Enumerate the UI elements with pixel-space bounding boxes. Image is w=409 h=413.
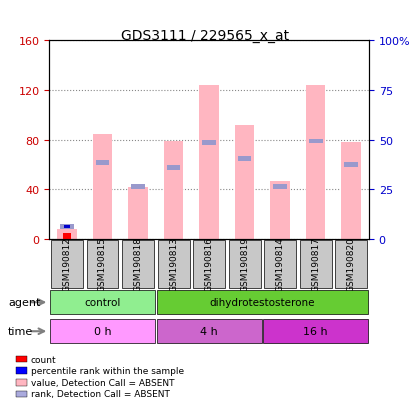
Text: GSM190813: GSM190813 [169, 237, 178, 292]
FancyBboxPatch shape [50, 319, 155, 344]
Bar [305, 86, 325, 240]
Bar [92, 134, 112, 240]
Text: 0 h: 0 h [94, 326, 111, 337]
Text: value, Detection Call = ABSENT: value, Detection Call = ABSENT [31, 378, 174, 387]
Text: GSM190815: GSM190815 [98, 237, 107, 292]
Bar [341, 143, 360, 240]
Text: dihydrotestosterone: dihydrotestosterone [209, 297, 315, 308]
FancyBboxPatch shape [50, 290, 155, 315]
Bar [128, 188, 148, 240]
Text: GSM190820: GSM190820 [346, 237, 355, 292]
FancyBboxPatch shape [51, 240, 83, 288]
FancyBboxPatch shape [263, 240, 295, 288]
Text: agent: agent [8, 297, 40, 307]
Text: 16 h: 16 h [303, 326, 327, 337]
FancyBboxPatch shape [263, 319, 367, 344]
FancyBboxPatch shape [193, 240, 225, 288]
Bar [237, 157, 251, 161]
FancyBboxPatch shape [156, 319, 261, 344]
FancyBboxPatch shape [335, 240, 366, 288]
Text: GSM190812: GSM190812 [62, 237, 71, 292]
FancyBboxPatch shape [86, 240, 118, 288]
Bar [131, 185, 144, 190]
Bar [199, 86, 218, 240]
Bar [64, 226, 70, 228]
Text: GSM190814: GSM190814 [275, 237, 284, 292]
Bar [60, 225, 74, 230]
Bar [234, 126, 254, 240]
Bar [202, 140, 216, 145]
Bar [57, 230, 76, 240]
FancyBboxPatch shape [299, 240, 331, 288]
Bar [166, 165, 180, 170]
Text: percentile rank within the sample: percentile rank within the sample [31, 366, 183, 375]
Text: GDS3111 / 229565_x_at: GDS3111 / 229565_x_at [121, 29, 288, 43]
Bar [344, 163, 357, 168]
Bar [308, 139, 322, 144]
Text: GSM190818: GSM190818 [133, 237, 142, 292]
Bar [63, 233, 71, 240]
Bar [95, 160, 109, 165]
Text: GSM190816: GSM190816 [204, 237, 213, 292]
Text: rank, Detection Call = ABSENT: rank, Detection Call = ABSENT [31, 389, 169, 399]
Text: 4 h: 4 h [200, 326, 218, 337]
Text: GSM190817: GSM190817 [310, 237, 319, 292]
Text: control: control [84, 297, 120, 308]
FancyBboxPatch shape [156, 290, 367, 315]
Bar [270, 181, 289, 240]
FancyBboxPatch shape [228, 240, 260, 288]
Text: count: count [31, 355, 56, 364]
Bar [273, 185, 286, 190]
Text: GSM190819: GSM190819 [240, 237, 249, 292]
FancyBboxPatch shape [157, 240, 189, 288]
FancyBboxPatch shape [122, 240, 154, 288]
Bar [163, 142, 183, 240]
Text: time: time [8, 326, 34, 336]
